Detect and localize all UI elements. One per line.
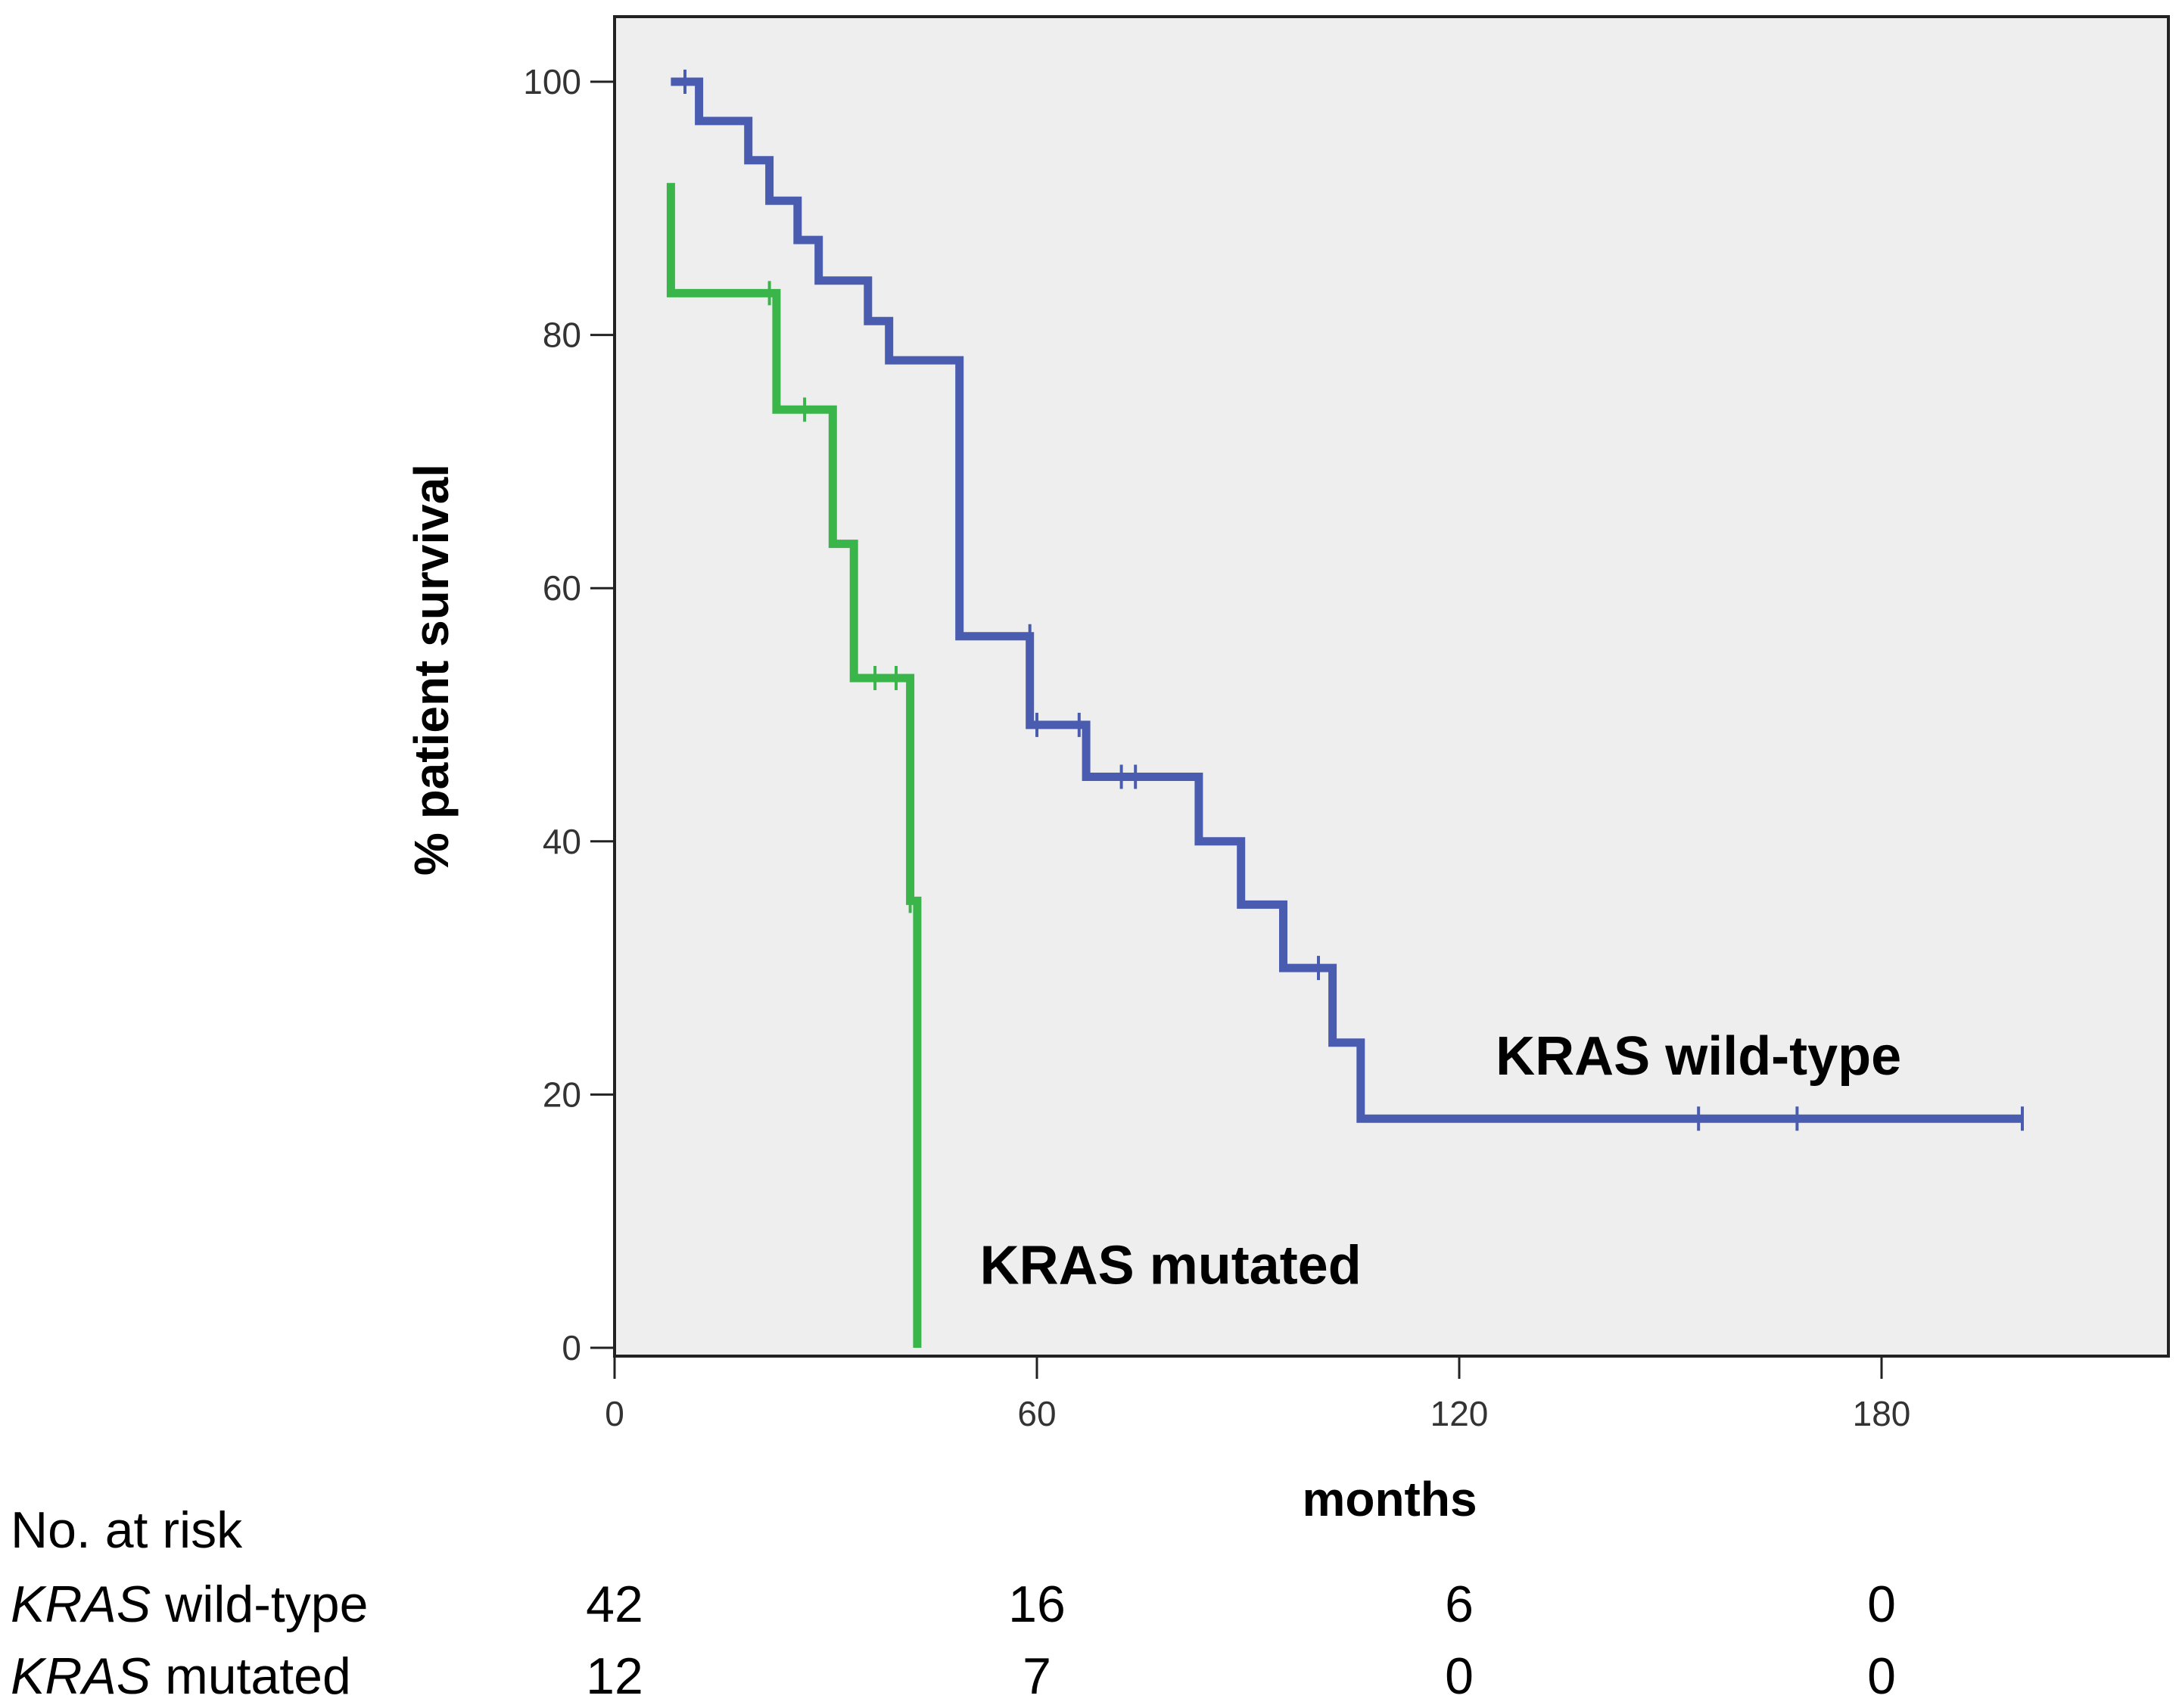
risk-value-wild-type: 6 bbox=[1445, 1576, 1474, 1633]
x-axis-title: months bbox=[1302, 1472, 1477, 1526]
y-tick-label: 80 bbox=[543, 316, 581, 355]
risk-value-wild-type: 16 bbox=[1008, 1576, 1066, 1633]
risk-table-header: No. at risk bbox=[11, 1501, 243, 1559]
survival-curves bbox=[666, 70, 2024, 1348]
series-wild-type bbox=[671, 70, 2024, 1131]
risk-value-mutated: 0 bbox=[1867, 1647, 1896, 1705]
y-axis-title: % patient survival bbox=[404, 464, 459, 876]
y-tick-label: 40 bbox=[543, 822, 581, 861]
y-tick-label: 20 bbox=[543, 1075, 581, 1114]
label-kras-mutated: KRAS mutated bbox=[980, 1235, 1362, 1296]
risk-table: No. at risk KRAS wild-type 42 16 6 0 KRAS mut… bbox=[11, 1501, 1896, 1705]
y-tick-label: 60 bbox=[543, 568, 581, 608]
risk-value-wild-type: 42 bbox=[586, 1576, 643, 1633]
x-tick-label: 60 bbox=[1017, 1394, 1056, 1433]
risk-value-mutated: 12 bbox=[586, 1647, 643, 1705]
risk-value-mutated: 7 bbox=[1023, 1647, 1051, 1705]
curve-labels: KRAS wild-type KRAS mutated bbox=[980, 1026, 1902, 1296]
risk-value-mutated: 0 bbox=[1445, 1647, 1474, 1705]
x-tick-label: 0 bbox=[605, 1394, 624, 1433]
plot-background bbox=[613, 15, 2170, 1358]
x-tick-label: 120 bbox=[1430, 1394, 1489, 1433]
series-line-wild-type bbox=[671, 77, 2022, 1123]
label-kras-wild-type: KRAS wild-type bbox=[1496, 1026, 1901, 1087]
y-axis: 0 20 40 60 80 100 bbox=[523, 62, 615, 1367]
risk-value-wild-type: 0 bbox=[1867, 1576, 1896, 1633]
x-tick-label: 180 bbox=[1853, 1394, 1911, 1433]
risk-row-label-mutated: KRAS mutated bbox=[11, 1647, 351, 1705]
y-tick-label: 0 bbox=[562, 1328, 581, 1367]
risk-row-label-wild-type: KRAS wild-type bbox=[11, 1576, 368, 1633]
series-mutated bbox=[666, 182, 922, 1348]
y-tick-label: 100 bbox=[523, 62, 581, 101]
x-axis: 0 60 120 180 bbox=[605, 1356, 1910, 1433]
